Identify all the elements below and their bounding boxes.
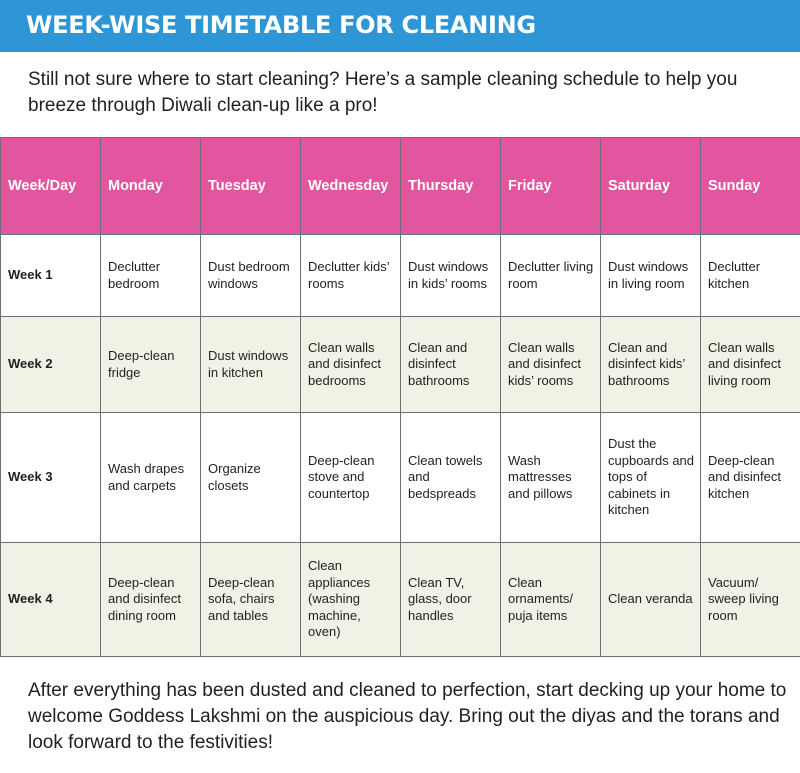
table-cell: Clean and disinfect bathrooms bbox=[400, 316, 501, 413]
cleaning-timetable: Week/Day Monday Tuesday Wednesday Thursd… bbox=[0, 137, 800, 657]
table-row: Week 2 Deep-clean fridge Dust windows in… bbox=[0, 316, 800, 413]
table-cell: Dust windows in kids’ rooms bbox=[400, 234, 501, 317]
header-cell: Monday bbox=[100, 137, 201, 235]
header-cell: Thursday bbox=[400, 137, 501, 235]
outro-paragraph: After everything has been dusted and cle… bbox=[28, 680, 787, 753]
table-cell: Declutter kids’ rooms bbox=[300, 234, 401, 317]
table-cell: Wash mattresses and pillows bbox=[500, 412, 601, 543]
header-row: Week/Day Monday Tuesday Wednesday Thursd… bbox=[0, 137, 800, 235]
title-banner: WEEK-WISE TIMETABLE FOR CLEANING bbox=[0, 0, 800, 52]
table-cell: Clean walls and disinfect living room bbox=[700, 316, 800, 413]
table-cell: Clean walls and disinfect bedrooms bbox=[300, 316, 401, 413]
table-cell: Clean appliances (washing machine, oven) bbox=[300, 542, 401, 657]
table-row: Week 3 Wash drapes and carpets Organize … bbox=[0, 412, 800, 543]
table-cell: Deep-clean sofa, chairs and tables bbox=[200, 542, 301, 657]
table-cell: Organize closets bbox=[200, 412, 301, 543]
table-cell: Dust the cupboards and tops of cabinets … bbox=[600, 412, 701, 543]
week-label: Week 2 bbox=[0, 316, 101, 413]
header-cell: Wednesday bbox=[300, 137, 401, 235]
table-row: Week 4 Deep-clean and disinfect dining r… bbox=[0, 542, 800, 657]
header-cell: Tuesday bbox=[200, 137, 301, 235]
week-label: Week 3 bbox=[0, 412, 101, 543]
week-label: Week 1 bbox=[0, 234, 101, 317]
table-cell: Declutter kitchen bbox=[700, 234, 800, 317]
header-cell: Saturday bbox=[600, 137, 701, 235]
intro-paragraph: Still not sure where to start cleaning? … bbox=[28, 69, 738, 116]
table-cell: Deep-clean and disinfect dining room bbox=[100, 542, 201, 657]
header-cell: Friday bbox=[500, 137, 601, 235]
table-cell: Clean TV, glass, door handles bbox=[400, 542, 501, 657]
table-cell: Clean and disinfect kids’ bathrooms bbox=[600, 316, 701, 413]
table-cell: Deep-clean and disinfect kitchen bbox=[700, 412, 800, 543]
header-cell: Sunday bbox=[700, 137, 800, 235]
table-cell: Dust windows in kitchen bbox=[200, 316, 301, 413]
table-cell: Clean veranda bbox=[600, 542, 701, 657]
table-cell: Clean walls and disinfect kids’ rooms bbox=[500, 316, 601, 413]
table-cell: Dust windows in living room bbox=[600, 234, 701, 317]
page-title: WEEK-WISE TIMETABLE FOR CLEANING bbox=[26, 11, 536, 39]
table-cell: Declutter bedroom bbox=[100, 234, 201, 317]
table-cell: Clean towels and bedspreads bbox=[400, 412, 501, 543]
table-cell: Declutter living room bbox=[500, 234, 601, 317]
table-cell: Dust bedroom windows bbox=[200, 234, 301, 317]
table-cell: Wash drapes and carpets bbox=[100, 412, 201, 543]
header-cell: Week/Day bbox=[0, 137, 101, 235]
table-cell: Deep-clean stove and countertop bbox=[300, 412, 401, 543]
table-cell: Vacuum/ sweep living room bbox=[700, 542, 800, 657]
table-row: Week 1 Declutter bedroom Dust bedroom wi… bbox=[0, 234, 800, 317]
table-cell: Clean ornaments/ puja items bbox=[500, 542, 601, 657]
table-cell: Deep-clean fridge bbox=[100, 316, 201, 413]
week-label: Week 4 bbox=[0, 542, 101, 657]
